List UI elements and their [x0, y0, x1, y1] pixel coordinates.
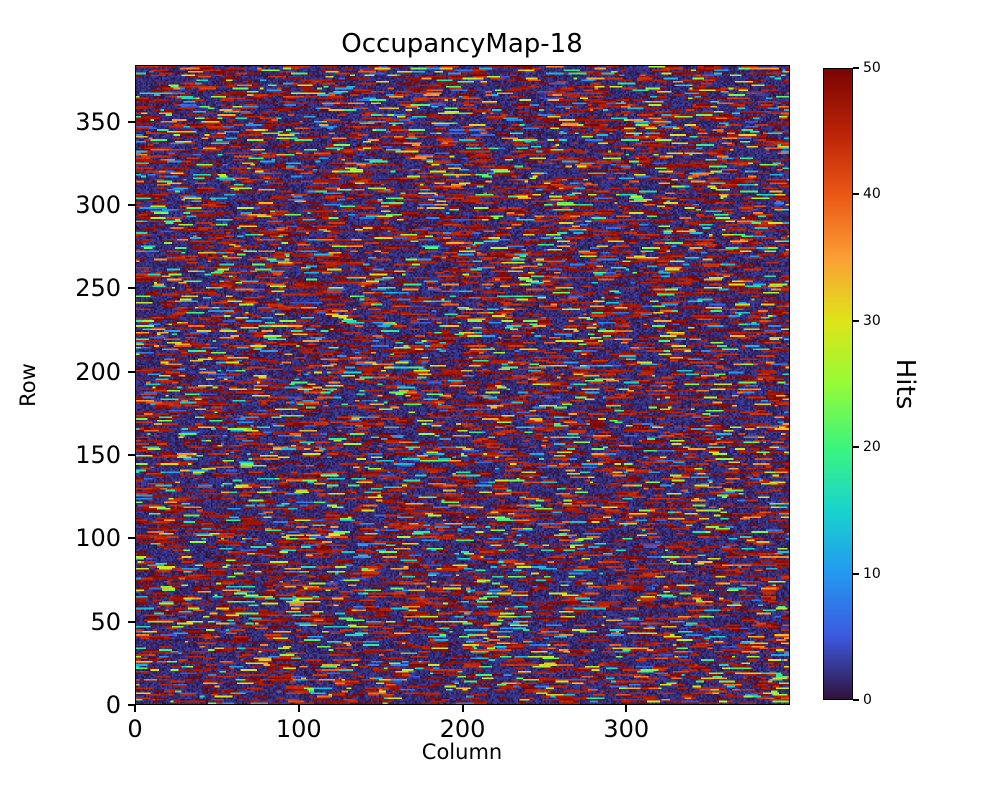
x-tick-label: 0 — [127, 715, 143, 743]
y-tick-label: 50 — [90, 607, 121, 636]
colorbar-tick-label: 30 — [863, 312, 881, 329]
x-axis-label: Column — [421, 740, 503, 764]
y-tick-mark — [128, 537, 135, 540]
x-tick-mark — [625, 705, 628, 712]
y-tick-label: 250 — [75, 274, 121, 303]
colorbar-tick-mark — [853, 572, 859, 575]
colorbar-tick-label: 0 — [863, 692, 872, 708]
x-tick-mark — [297, 705, 300, 712]
y-tick-mark — [128, 370, 135, 373]
y-tick-label: 300 — [75, 191, 121, 219]
colorbar-tick-label: 10 — [863, 565, 881, 582]
y-tick-mark — [128, 120, 135, 123]
colorbar-tick-mark — [853, 699, 859, 701]
x-tick-mark — [461, 705, 464, 712]
y-tick-mark — [128, 620, 135, 623]
colorbar-tick-mark — [853, 67, 859, 69]
colorbar — [823, 68, 853, 700]
colorbar-tick-label: 20 — [863, 439, 881, 456]
x-tick-label: 200 — [439, 715, 486, 743]
colorbar-tick-mark — [853, 446, 859, 449]
y-axis-label: Row — [16, 363, 40, 407]
heatmap-canvas — [136, 66, 789, 704]
colorbar-tick-mark — [853, 193, 859, 196]
plot-area — [135, 65, 790, 705]
y-tick-label: 350 — [75, 107, 121, 136]
x-tick-label: 300 — [603, 715, 650, 743]
y-tick-mark — [128, 454, 135, 456]
y-tick-mark — [128, 204, 135, 206]
y-tick-mark — [128, 704, 135, 706]
colorbar-tick-label: 40 — [863, 186, 881, 203]
y-tick-label: 0 — [105, 691, 121, 719]
y-tick-mark — [128, 287, 135, 290]
chart-title: OccupancyMap-18 — [341, 29, 583, 59]
colorbar-tick-mark — [853, 319, 859, 322]
colorbar-label: Hits — [890, 358, 920, 410]
colorbar-tick-label: 50 — [863, 60, 881, 76]
y-tick-label: 100 — [75, 524, 121, 553]
x-tick-mark — [134, 705, 136, 712]
y-tick-label: 150 — [75, 441, 121, 469]
x-tick-label: 100 — [275, 715, 322, 743]
y-tick-label: 200 — [75, 357, 121, 386]
